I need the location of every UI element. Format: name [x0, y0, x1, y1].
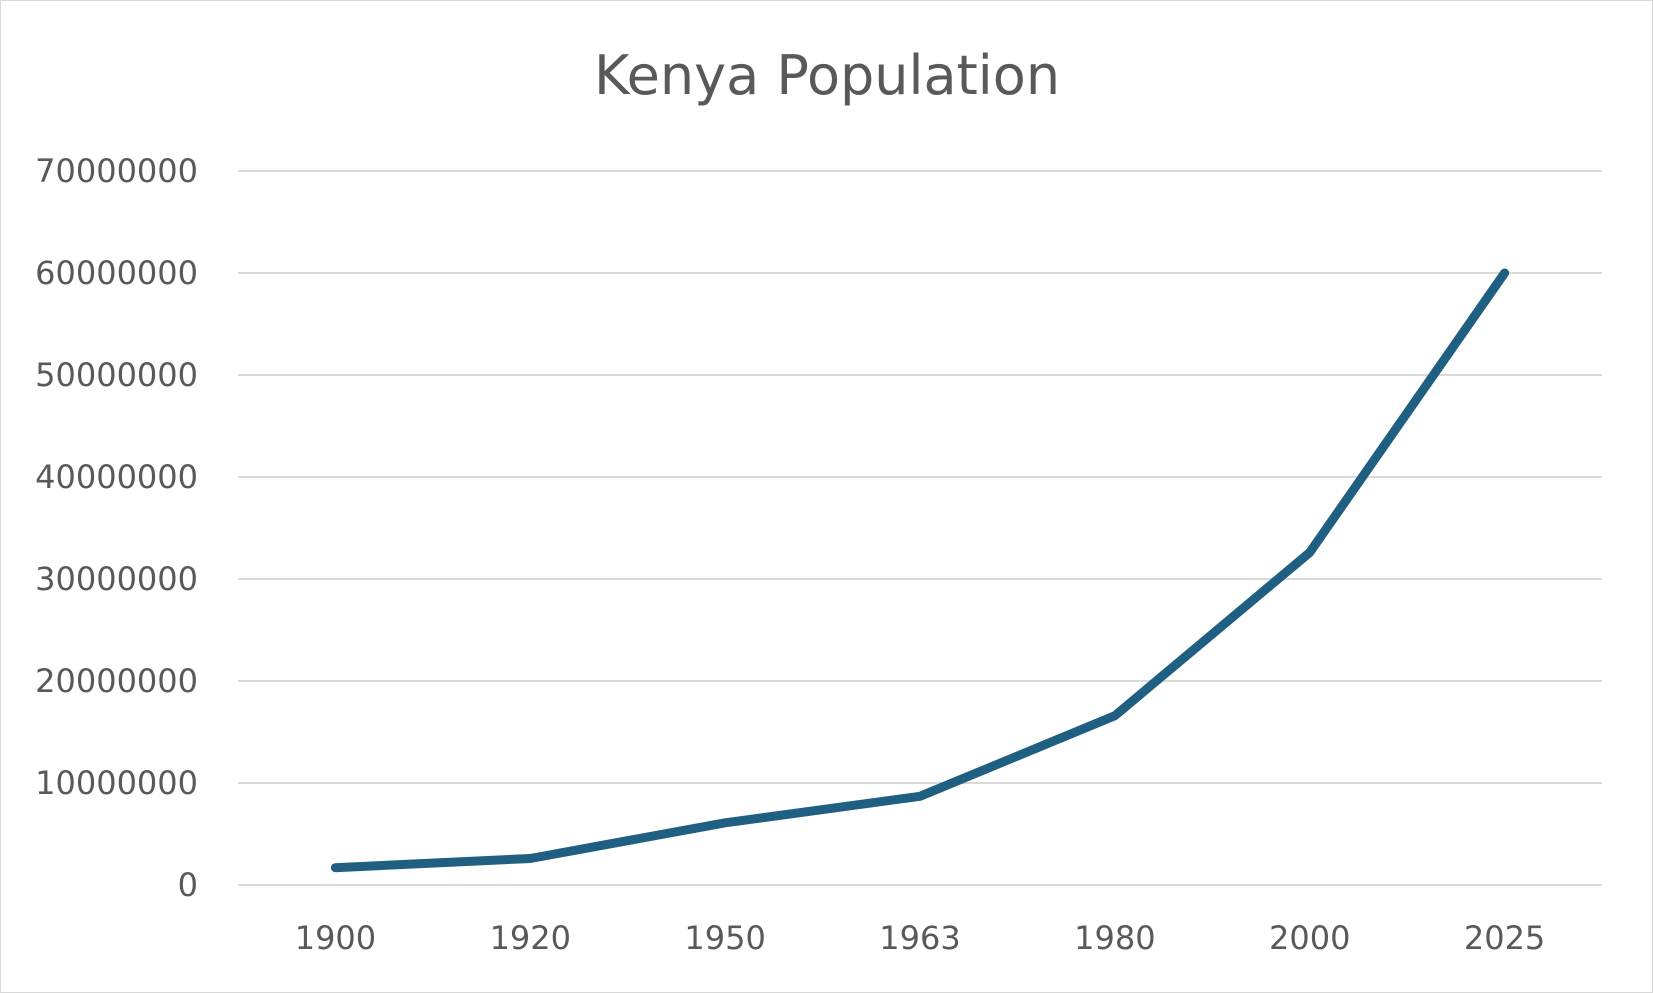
y-tick-label: 70000000 [35, 152, 198, 190]
chart-title: Kenya Population [594, 44, 1060, 107]
series-line-0 [330, 268, 1510, 873]
x-tick-label: 1963 [879, 919, 960, 957]
x-tick-label: 1980 [1074, 919, 1155, 957]
y-tick-label: 30000000 [35, 560, 198, 598]
x-tick-label: 1900 [295, 919, 376, 957]
y-tick-label: 10000000 [35, 764, 198, 802]
y-tick-label: 60000000 [35, 254, 198, 292]
x-tick-label: 1920 [490, 919, 571, 957]
y-tick-label: 40000000 [35, 458, 198, 496]
gridlines [238, 170, 1602, 886]
x-tick-label: 1950 [684, 919, 765, 957]
y-tick-label: 50000000 [35, 356, 198, 394]
y-tick-label: 0 [178, 866, 198, 904]
x-tick-label: 2000 [1269, 919, 1350, 957]
y-axis-ticks: 0 10000000 20000000 30000000 40000000 5000000… [35, 152, 198, 904]
x-axis-ticks: 1900 1920 1950 1963 1980 2000 2025 [295, 919, 1546, 957]
series-lines [330, 268, 1510, 873]
x-tick-label: 2025 [1464, 919, 1545, 957]
y-tick-label: 20000000 [35, 662, 198, 700]
